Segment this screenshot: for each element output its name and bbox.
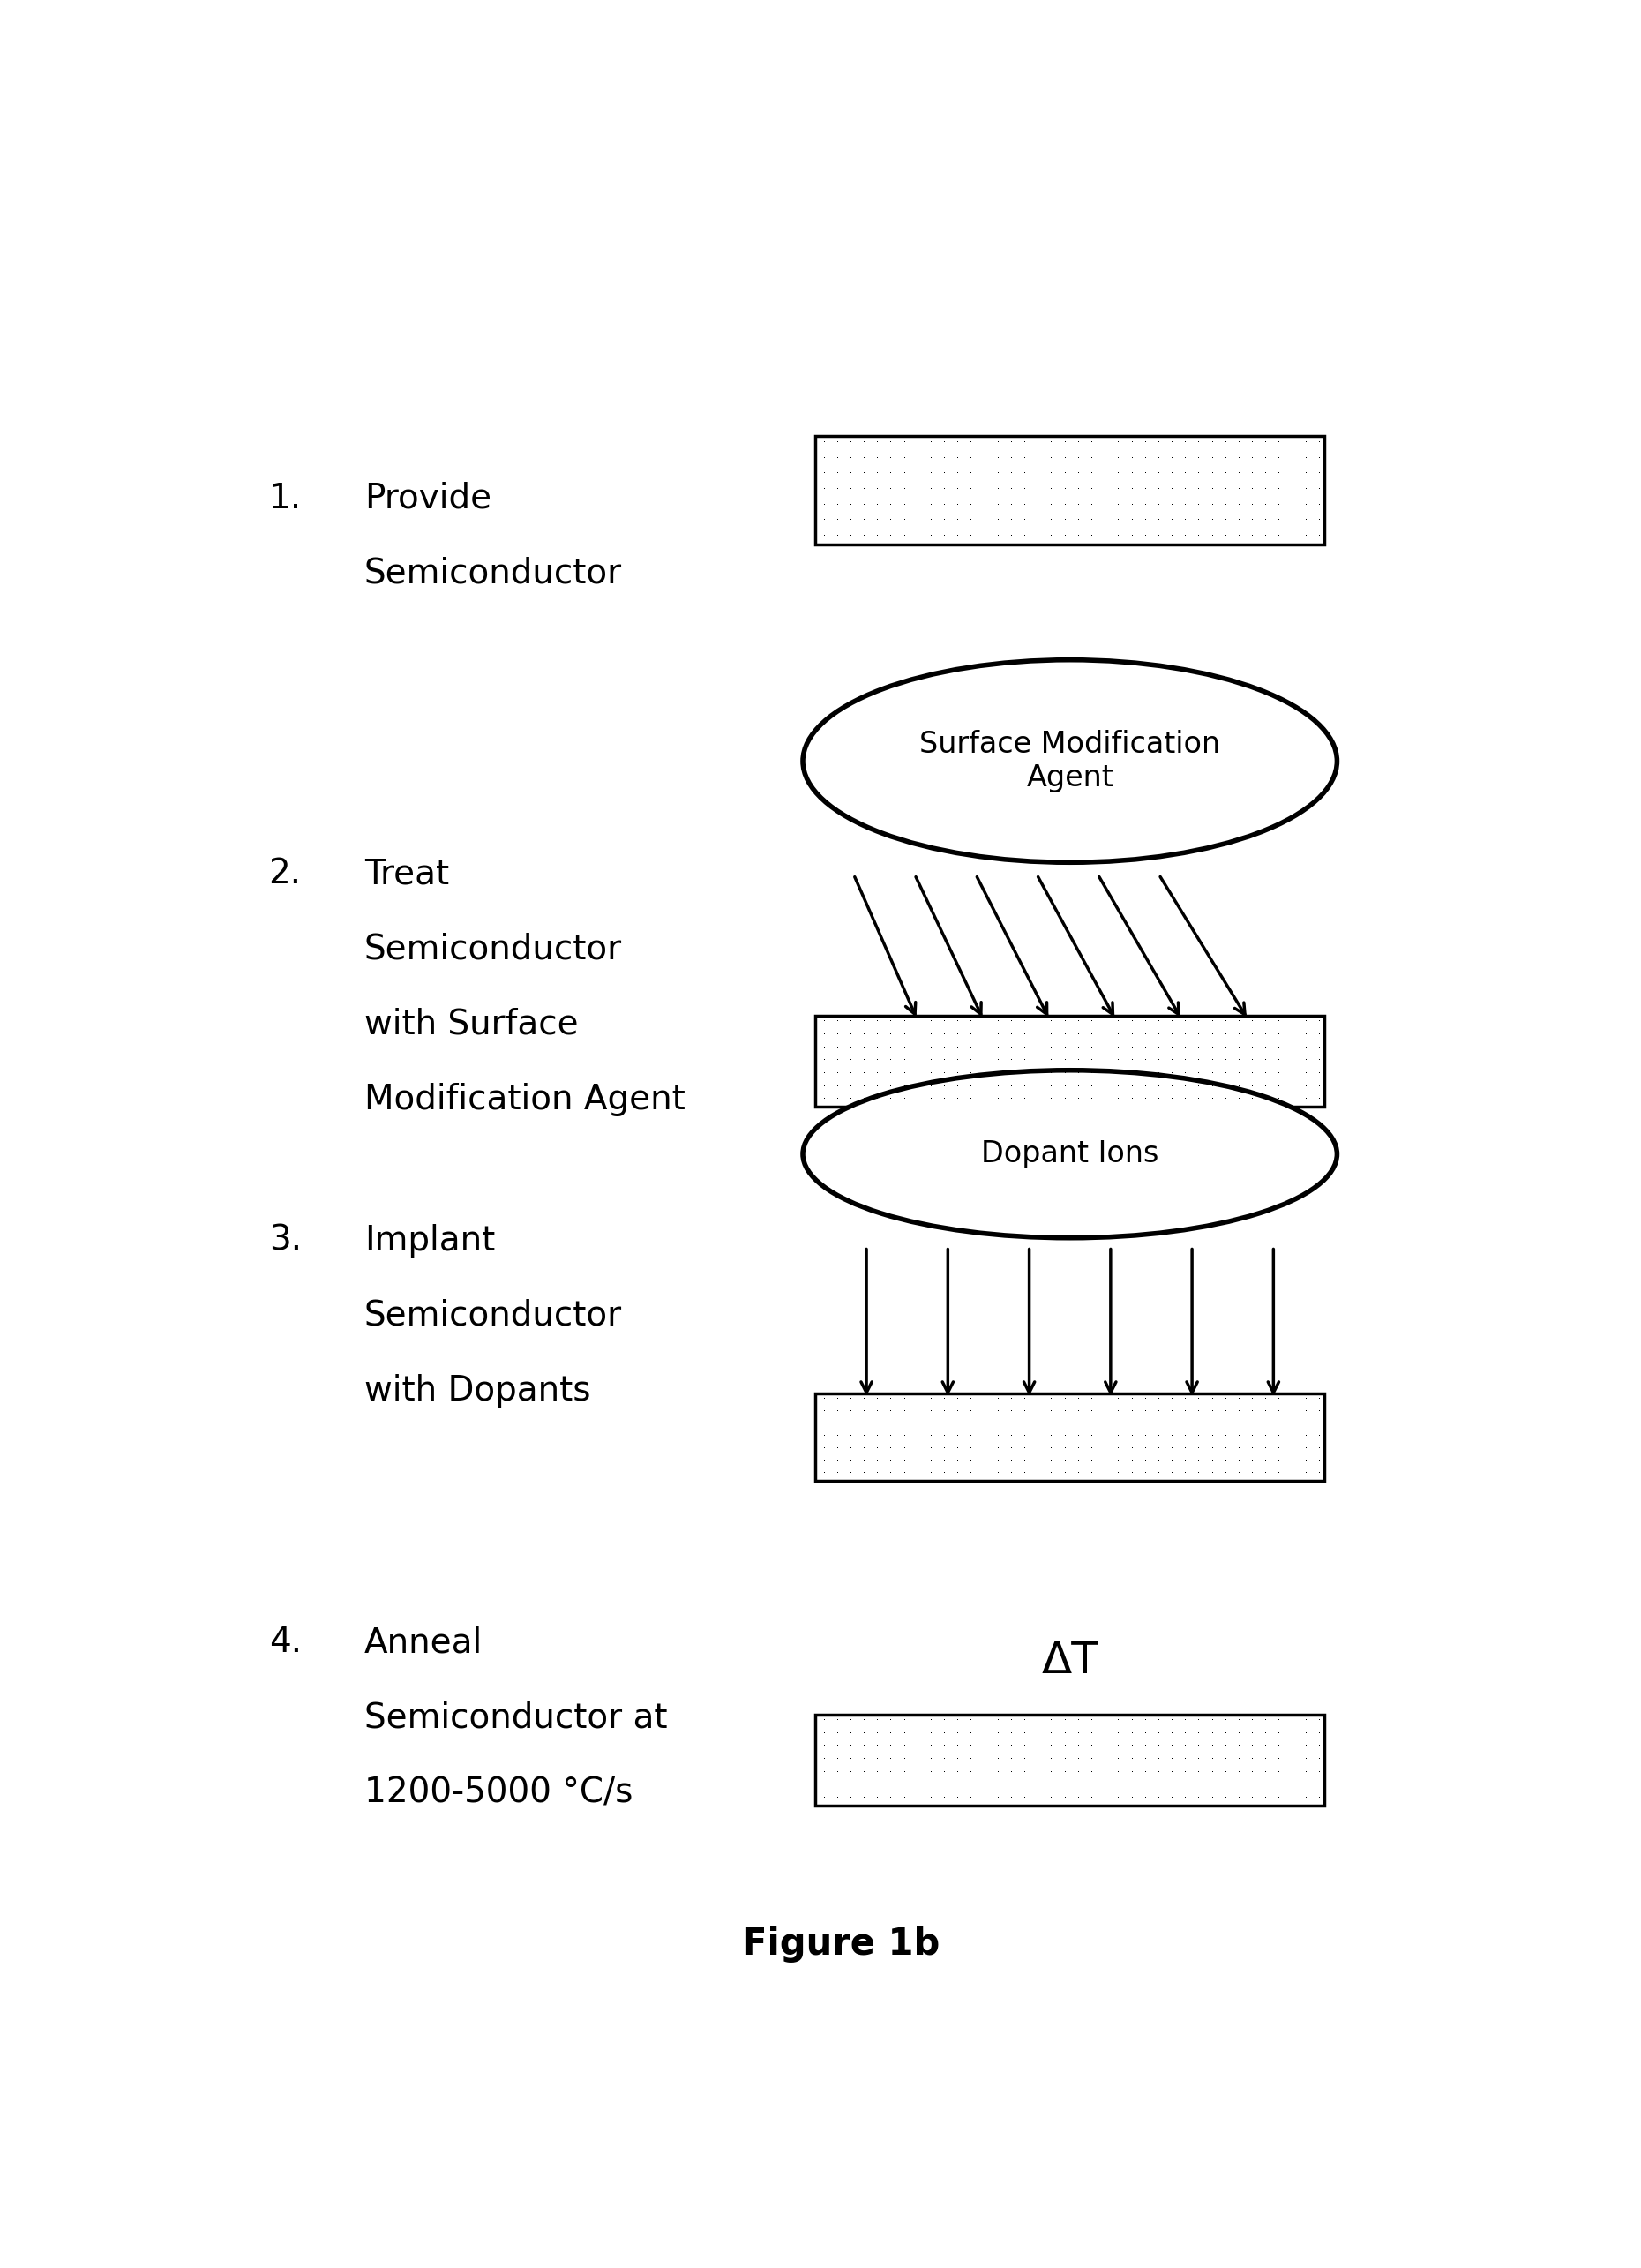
Text: Semiconductor: Semiconductor [364,932,622,966]
Text: Figure 1b: Figure 1b [742,1926,940,1962]
Text: 1200-5000 °C/s: 1200-5000 °C/s [364,1776,633,1810]
Text: Semiconductor at: Semiconductor at [364,1701,668,1735]
Text: Implant: Implant [364,1225,496,1256]
Text: 4.: 4. [269,1626,302,1660]
Text: Modification Agent: Modification Agent [364,1082,684,1116]
Text: with Surface: with Surface [364,1007,578,1041]
Bar [816,1393,1324,1481]
Text: Anneal: Anneal [364,1626,482,1660]
Text: Dopant Ions: Dopant Ions [981,1139,1159,1168]
Text: 2.: 2. [269,857,302,891]
Text: 1.: 1. [269,481,302,515]
Text: Semiconductor: Semiconductor [364,558,622,590]
Text: ΔT: ΔT [1042,1640,1098,1681]
Bar [816,1715,1324,1805]
Ellipse shape [802,660,1337,862]
Text: with Dopants: with Dopants [364,1374,591,1408]
Bar [816,435,1324,544]
Text: Provide: Provide [364,481,491,515]
Text: Semiconductor: Semiconductor [364,1300,622,1334]
Text: Surface Modification
Agent: Surface Modification Agent [919,730,1221,792]
Bar [816,1016,1324,1107]
Text: 3.: 3. [269,1225,302,1256]
Ellipse shape [802,1070,1337,1238]
Text: Treat: Treat [364,857,450,891]
